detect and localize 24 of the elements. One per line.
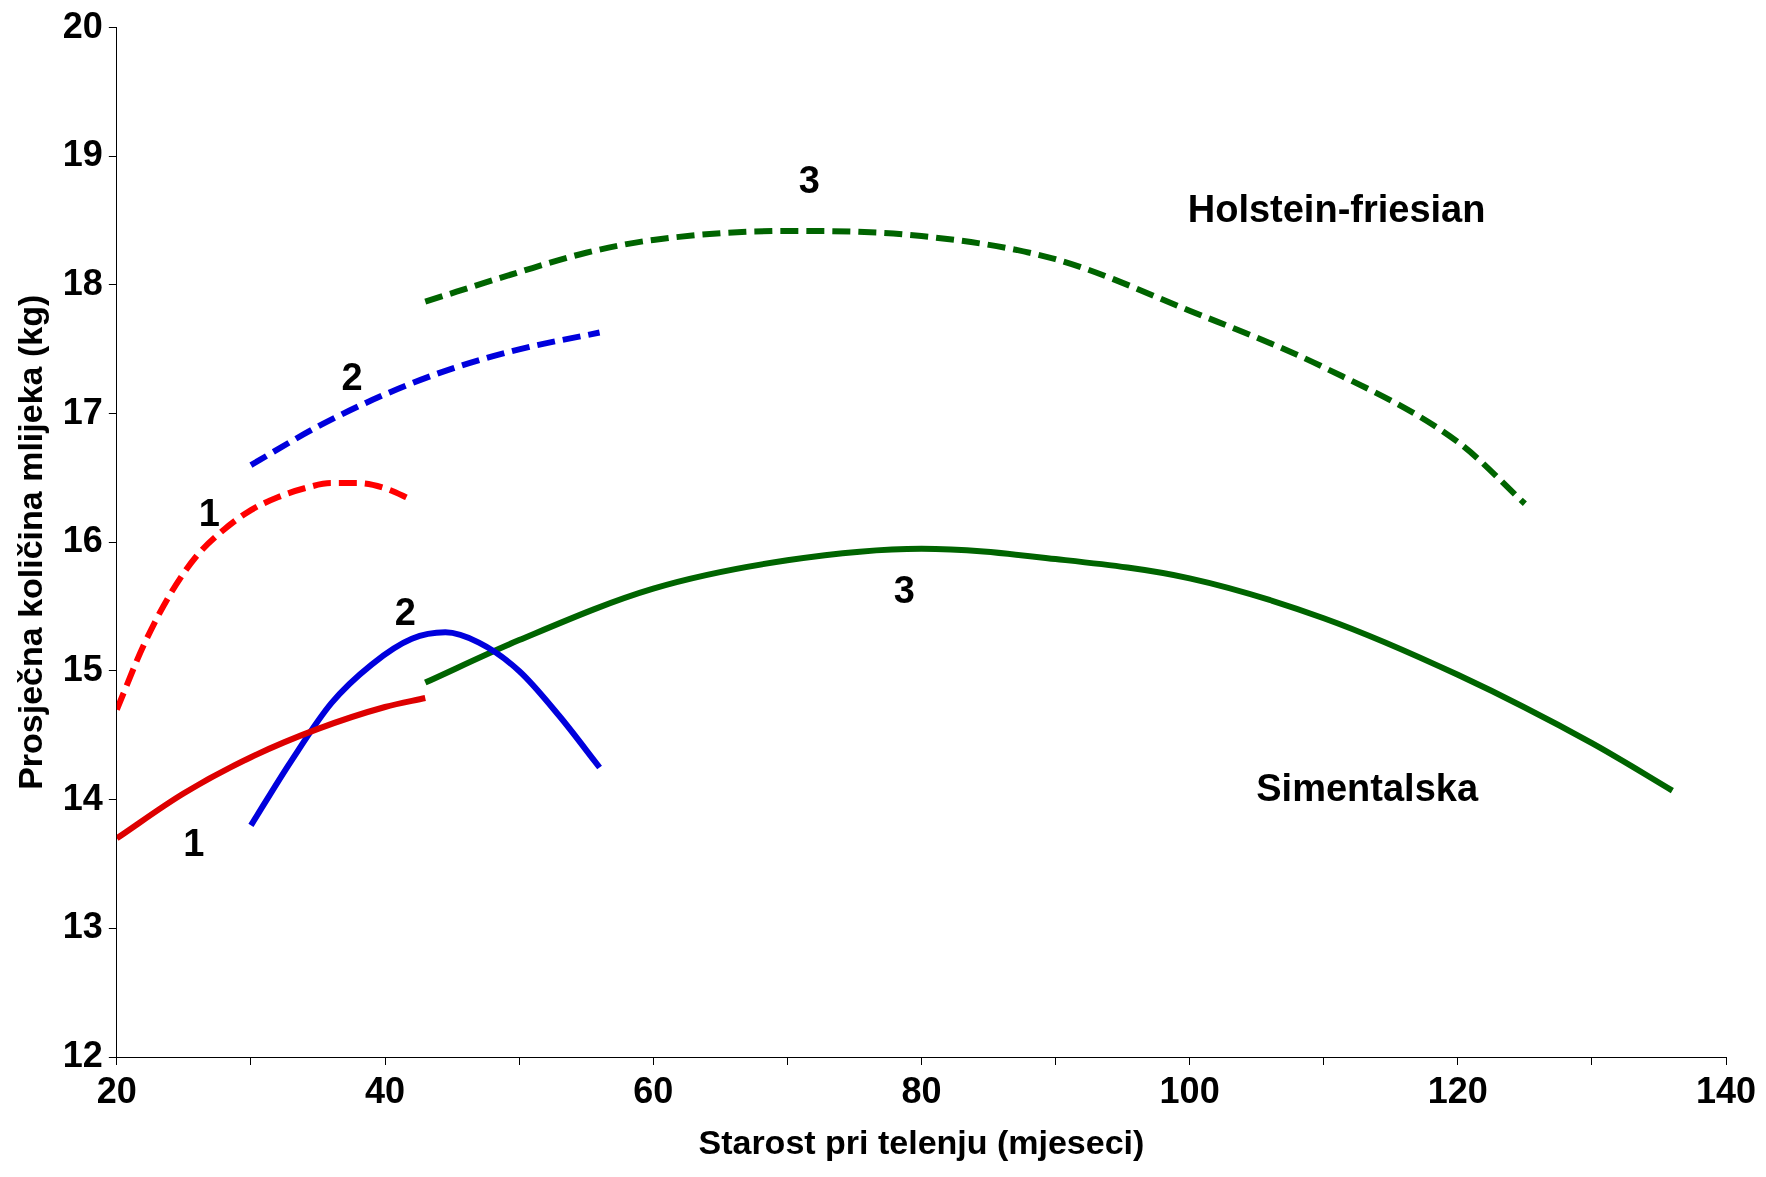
x-tick-label: 140: [1695, 1069, 1757, 1111]
x-axis-title: Starost pri telenju (mjeseci): [698, 1122, 1145, 1161]
y-tick-label: 13: [62, 905, 103, 947]
x-tick-label: 60: [633, 1069, 674, 1111]
y-tick-label: 17: [62, 390, 103, 432]
x-tick-label: 40: [365, 1069, 406, 1111]
x-tick-label: 100: [1159, 1069, 1220, 1111]
y-tick-label: 15: [62, 647, 103, 689]
series-label: 2: [341, 355, 363, 398]
y-tick-label: 14: [62, 776, 103, 818]
x-tick-label: 80: [901, 1069, 942, 1111]
series-label: 2: [394, 590, 416, 633]
series-label: 1: [183, 821, 205, 864]
x-tick-label: 120: [1427, 1069, 1488, 1111]
y-tick-label: 16: [62, 519, 103, 561]
annotation: Holstein-friesian: [1187, 188, 1486, 231]
y-tick-label: 18: [62, 261, 103, 303]
series-label: 3: [893, 569, 915, 612]
y-axis-title: Prosječna količina mlijeka (kg): [10, 294, 49, 790]
y-tick-label: 19: [62, 133, 103, 175]
y-tick-label: 20: [62, 4, 103, 46]
series-label: 3: [798, 159, 820, 202]
series-label: 1: [198, 491, 220, 534]
annotation: Simentalska: [1256, 766, 1479, 809]
